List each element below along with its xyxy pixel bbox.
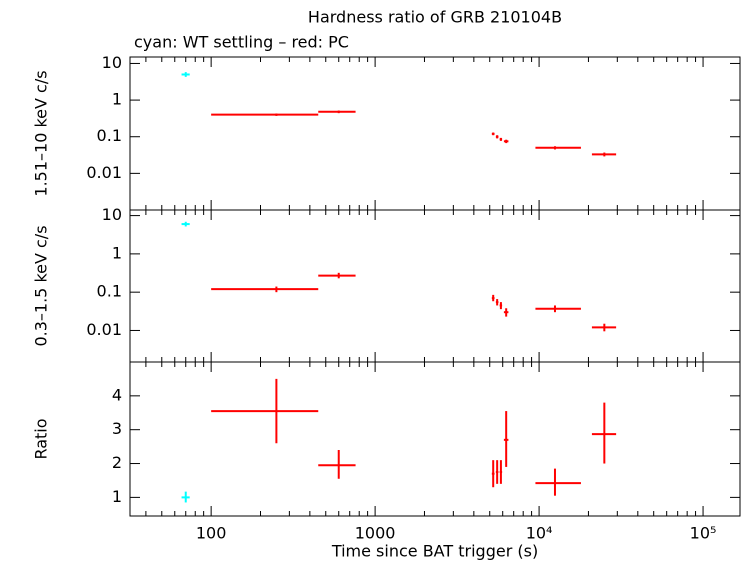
x-axis-label: Time since BAT trigger (s) [331, 542, 538, 561]
y-tick-label: 0.01 [86, 320, 122, 339]
y-tick-label: 10 [102, 205, 122, 224]
y-axis-label: Ratio [32, 418, 51, 459]
y-tick-label: 0.01 [86, 163, 122, 182]
x-tick-label: 10⁵ [690, 524, 717, 543]
y-axis-label: 0.3–1.5 keV c/s [32, 225, 51, 346]
plot-frame [129, 361, 741, 517]
y-tick-label: 1 [112, 243, 122, 262]
y-tick-label: 0.1 [97, 126, 122, 145]
y-tick-label: 1 [112, 90, 122, 109]
plot-frame [129, 209, 741, 363]
plot-frame [129, 56, 741, 211]
y-tick-label: 1 [112, 487, 122, 506]
x-tick-label: 1000 [355, 524, 396, 543]
y-tick-label: 4 [112, 385, 122, 404]
y-axis-label: 1.51–10 keV c/s [32, 70, 51, 196]
y-tick-label: 3 [112, 419, 122, 438]
chart-subtitle: cyan: WT settling – red: PC [134, 33, 349, 52]
chart-title: Hardness ratio of GRB 210104B [308, 8, 562, 27]
y-tick-label: 0.1 [97, 282, 122, 301]
y-tick-label: 2 [112, 453, 122, 472]
y-tick-label: 10 [102, 53, 122, 72]
x-tick-label: 100 [196, 524, 227, 543]
x-tick-label: 10⁴ [526, 524, 553, 543]
